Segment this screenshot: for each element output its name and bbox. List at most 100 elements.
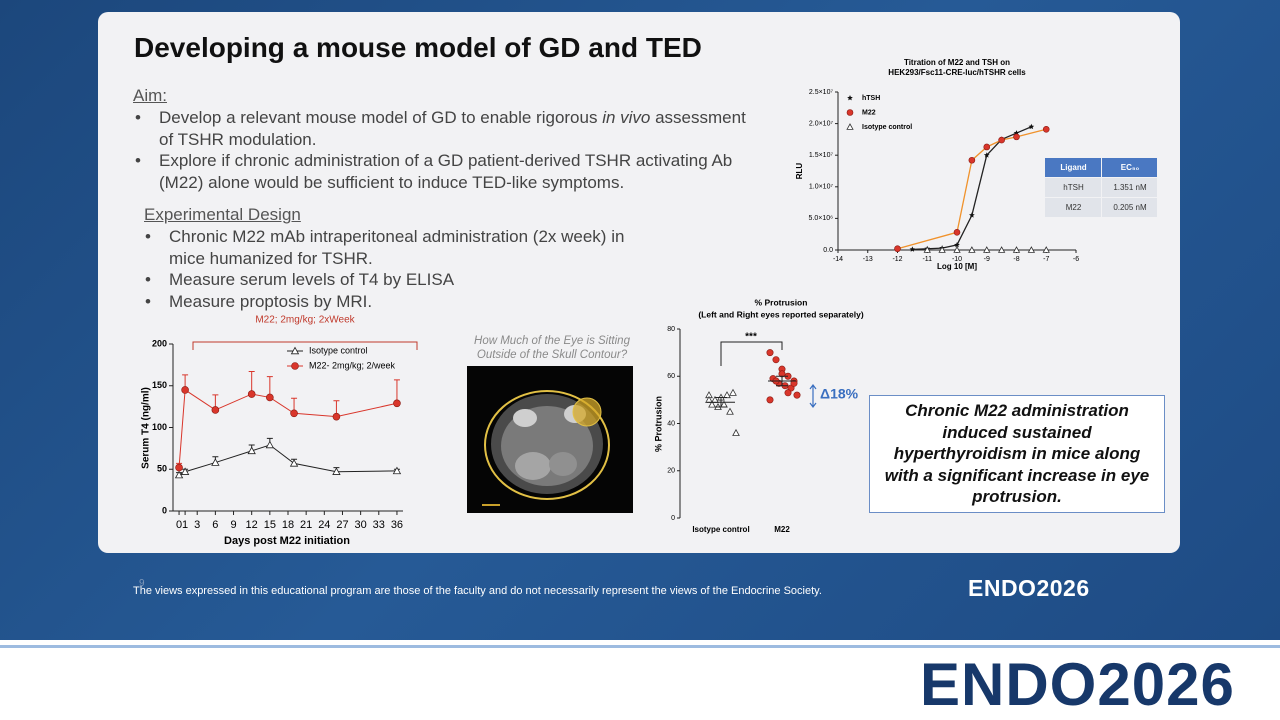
x-tick-label: 0 (176, 519, 182, 531)
table-header-cell (1102, 158, 1157, 177)
aim-heading: Aim: (133, 86, 167, 105)
data-point (766, 396, 774, 404)
data-point (923, 246, 931, 253)
error-bar (715, 397, 727, 408)
legend-label: hTSH (862, 95, 880, 102)
aim-list: Develop a relevant mouse model of GD to … (135, 107, 749, 193)
x-tick-label: 15 (264, 519, 276, 531)
x-tick-label: 24 (318, 519, 330, 531)
x-tick-label: 12 (246, 519, 258, 531)
table-cell (1045, 198, 1101, 217)
data-point (968, 156, 976, 164)
footer-text: The views expressed in this educational … (133, 585, 822, 597)
page-number: 9 (139, 578, 145, 589)
data-point (983, 246, 991, 253)
significance-label: *** (745, 332, 757, 343)
x-tick-label: -6 (1073, 256, 1079, 263)
table-text: hTSH (1063, 183, 1084, 192)
data-point (1027, 246, 1036, 253)
table-header-cell (1045, 158, 1101, 177)
skull-contour (484, 390, 610, 500)
text: Develop a relevant mouse model of GD to … (159, 108, 603, 127)
data-point (1042, 125, 1050, 133)
data-point (997, 246, 1006, 253)
x-tick-label: -13 (863, 256, 873, 263)
bracket (192, 341, 418, 350)
y-tick-label: 40 (667, 420, 675, 427)
x-tick-label: 1 (182, 519, 188, 531)
significance-bracket (720, 341, 783, 366)
caption-line: How Much of the Eye is Sitting (474, 335, 630, 347)
y-tick-label: 60 (667, 373, 675, 380)
x-tick-label: M22 (774, 525, 790, 534)
design-bullet: Measure proptosis by MRI. (145, 291, 649, 313)
x-tick-label: -9 (984, 256, 990, 263)
data-point (332, 412, 341, 421)
conclusion-text: Chronic M22 administration induced susta… (884, 401, 1150, 507)
y-tick-label: 80 (667, 326, 675, 333)
data-point (793, 391, 801, 399)
data-point (289, 459, 299, 467)
band-line (0, 645, 1280, 648)
data-point (247, 446, 256, 455)
x-tick-label: 30 (355, 519, 367, 531)
table-text: M22 (1066, 203, 1082, 212)
slide-title: Developing a mouse model of GD and TED (134, 32, 702, 63)
data-point (954, 241, 960, 248)
data-point (953, 229, 961, 236)
curve (912, 126, 1032, 251)
data-point (998, 136, 1005, 144)
x-tick-label: 33 (373, 519, 385, 531)
protrusion-area (572, 397, 602, 427)
design-list: Chronic M22 mAb intraperitoneal administ… (145, 226, 649, 313)
y-axis-label: % Protrusion (653, 396, 663, 452)
series-line (178, 389, 398, 468)
y-tick-label: 0.0 (823, 247, 833, 254)
x-tick-label: 3 (194, 519, 200, 531)
data-point (732, 428, 740, 436)
x-tick-label: 6 (212, 519, 218, 531)
legend-marker (847, 95, 853, 101)
tissue (549, 452, 577, 476)
table-cell (1102, 178, 1157, 197)
mri-image (467, 366, 633, 513)
data-point (708, 400, 716, 408)
x-tick-label: 9 (230, 519, 236, 531)
chart-subtitle: (Left and Right eyes reported separately… (698, 309, 863, 319)
chart-title: M22; 2mg/kg; 2xWeek (255, 315, 355, 326)
y-tick-label: 1.5×10⁷ (809, 152, 834, 159)
error-bar (776, 375, 788, 387)
data-point (211, 406, 220, 414)
legend-label: M22 (862, 109, 876, 116)
aim-bullet: Develop a relevant mouse model of GD to … (135, 107, 749, 150)
design-bullet: Chronic M22 mAb intraperitoneal administ… (145, 226, 649, 269)
x-tick-label: -8 (1013, 256, 1019, 263)
change-arrow (809, 384, 817, 408)
banner-logo: ENDO2026 (920, 651, 1235, 718)
data-point (180, 467, 190, 475)
data-point (393, 399, 401, 408)
data-point (909, 246, 916, 252)
x-tick-label: 21 (300, 519, 312, 531)
data-point (332, 467, 341, 475)
chart-title: Titration of M22 and TSH on (904, 58, 1010, 67)
design-heading: Experimental Design (144, 205, 301, 224)
y-tick-label: 0 (671, 515, 675, 522)
data-point (772, 356, 780, 364)
data-point (894, 245, 901, 253)
caption-line: Outside of the Skull Contour? (476, 349, 628, 361)
data-point (247, 390, 256, 398)
y-tick-label: 2.5×10⁷ (809, 89, 834, 96)
y-tick-label: 1.0×10⁷ (809, 184, 834, 191)
x-tick-label: -11 (922, 256, 932, 263)
data-point (290, 409, 298, 418)
x-tick-label: -12 (892, 256, 902, 263)
y-tick-label: 5.0×10⁶ (809, 215, 834, 222)
legend-marker (846, 123, 854, 130)
tissue (515, 452, 551, 480)
legend-label: M22- 2mg/kg; 2/week (309, 360, 396, 370)
data-point (726, 407, 734, 415)
